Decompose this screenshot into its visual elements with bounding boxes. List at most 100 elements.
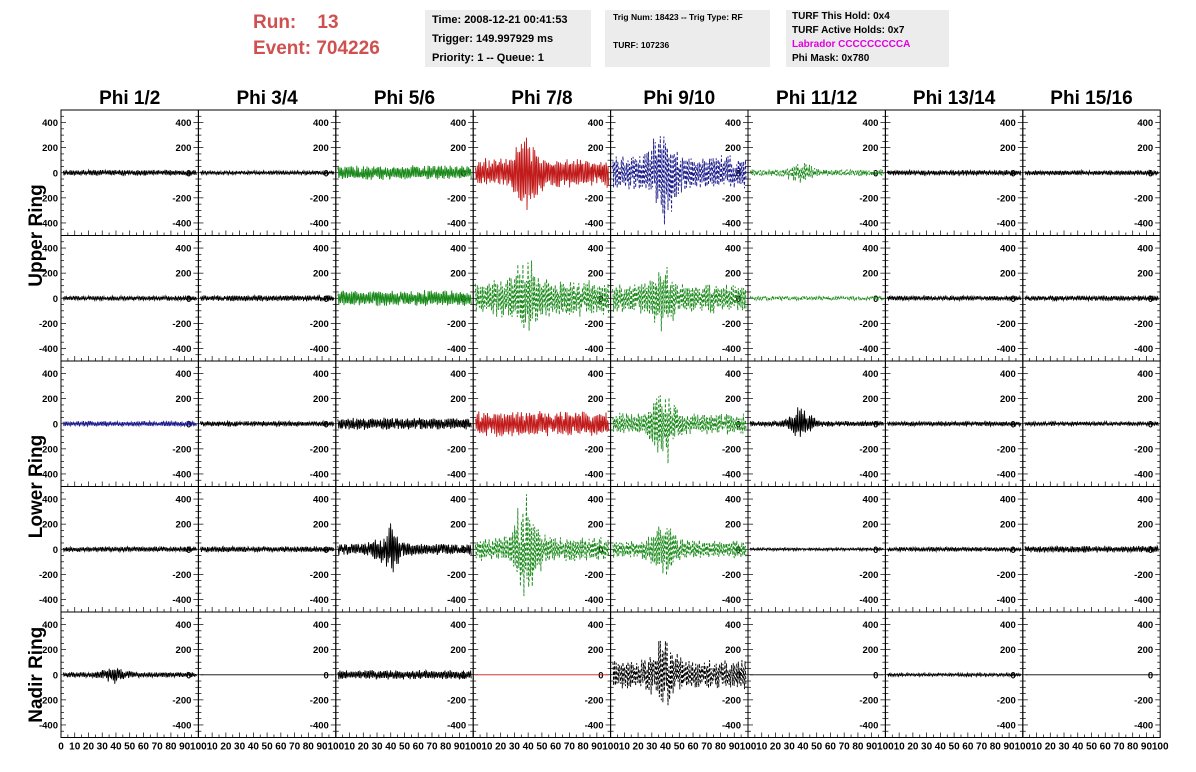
y-tick-label: 200: [176, 143, 192, 154]
trig-num-text: Trig Num: 18423 -- Trig Type: RF: [613, 12, 743, 22]
waveform-trace: [199, 419, 335, 428]
y-tick-label-outer: -400: [39, 218, 58, 229]
y-tick-label: 400: [1137, 369, 1153, 380]
y-tick-label: 200: [450, 143, 466, 154]
y-tick-label: 400: [863, 495, 879, 506]
x-tick-label: 30: [509, 742, 521, 753]
x-tick-label: 100: [465, 742, 482, 753]
x-tick-label: 80: [440, 742, 452, 753]
y-tick-label: -400: [1134, 595, 1153, 606]
y-tick-label: 400: [588, 118, 604, 129]
y-tick-label: 200: [313, 520, 329, 531]
waveform-trace: [612, 395, 747, 464]
x-tick-label: 80: [165, 742, 177, 753]
column-header-2: Phi 3/4: [236, 88, 298, 109]
y-tick-label: -400: [997, 595, 1016, 606]
y-tick-label: 0: [1148, 294, 1153, 305]
y-tick-label: 400: [1000, 620, 1016, 631]
y-tick-label-outer: -200: [39, 570, 58, 581]
y-tick-label: 0: [1011, 419, 1016, 430]
y-tick-label: 200: [1137, 269, 1153, 280]
y-tick-label: 400: [313, 244, 329, 255]
x-tick-label: 100: [877, 742, 894, 753]
y-tick-label: 400: [176, 620, 192, 631]
y-tick-label: 0: [1148, 168, 1153, 179]
y-tick-label-outer: 0: [53, 545, 58, 556]
y-tick-label: -200: [447, 444, 466, 455]
y-tick-label-outer: -200: [39, 695, 58, 706]
turf-active-text: TURF Active Holds: 0x7: [792, 25, 905, 36]
turf-hold-text: TURF This Hold: 0x4: [792, 11, 890, 22]
y-tick-label: -200: [172, 319, 191, 330]
x-tick-label: 70: [976, 742, 988, 753]
x-tick-label: 30: [921, 742, 933, 753]
y-tick-label: 400: [176, 369, 192, 380]
waveform-panel: 400 200 0 -200 -400 10 20 30 40 50 60 70 80 90 100: [747, 611, 894, 753]
y-tick-label: -400: [310, 469, 329, 480]
waveform-trace: [62, 545, 197, 554]
y-tick-label: -400: [997, 344, 1016, 355]
y-tick-label: 400: [176, 244, 192, 255]
column-header-8: Phi 15/16: [1050, 88, 1132, 109]
x-tick-label: 60: [550, 742, 562, 753]
waveform-trace: [337, 417, 472, 431]
x-tick-label: 60: [687, 742, 699, 753]
y-tick-label-outer: 400: [42, 118, 58, 129]
y-tick-label: 400: [863, 244, 879, 255]
y-tick-label: 400: [588, 369, 604, 380]
y-tick-label: -200: [859, 193, 878, 204]
y-tick-label: 400: [1137, 244, 1153, 255]
y-tick-label: 0: [1011, 545, 1016, 556]
y-tick-label: -200: [722, 193, 741, 204]
y-tick-label: -200: [722, 444, 741, 455]
y-tick-label: 400: [1137, 620, 1153, 631]
y-tick-label: 0: [1148, 670, 1153, 681]
y-tick-label: -200: [447, 695, 466, 706]
y-tick-label: -200: [1134, 319, 1153, 330]
y-tick-label: 200: [176, 394, 192, 405]
y-tick-label: -400: [1134, 344, 1153, 355]
column-header-7: Phi 13/14: [913, 88, 996, 109]
y-tick-label: -400: [447, 469, 466, 480]
y-tick-label-outer: -400: [39, 720, 58, 731]
y-tick-label: 400: [176, 118, 192, 129]
y-tick-label-outer: 400: [42, 495, 58, 506]
row-label-1: Upper Ring: [26, 184, 47, 286]
y-tick-label: 400: [725, 244, 741, 255]
y-tick-label: 400: [1000, 118, 1016, 129]
column-header-1: Phi 1/2: [99, 88, 160, 109]
column-header-6: Phi 11/12: [776, 88, 857, 109]
y-tick-label: -200: [310, 193, 329, 204]
y-tick-label: 400: [1000, 369, 1016, 380]
y-tick-label: 200: [863, 520, 879, 531]
x-tick-label: 10: [619, 742, 631, 753]
y-tick-label: 200: [725, 269, 741, 280]
x-tick-label: 80: [1127, 742, 1139, 753]
y-tick-label: 0: [186, 419, 191, 430]
x-tick-label: 60: [962, 742, 974, 753]
y-tick-label: 0: [736, 670, 741, 681]
y-tick-label: 200: [863, 269, 879, 280]
y-tick-label: -200: [310, 319, 329, 330]
column-header-3: Phi 5/6: [374, 88, 435, 109]
y-tick-label: -200: [1134, 695, 1153, 706]
y-tick-label: 400: [725, 118, 741, 129]
y-tick-label: 400: [450, 244, 466, 255]
y-tick-label: -200: [172, 570, 191, 581]
waveform-trace: [749, 163, 884, 184]
y-tick-label: 400: [725, 620, 741, 631]
y-tick-label-outer: 200: [42, 143, 58, 154]
x-tick-label: 40: [797, 742, 809, 753]
y-tick-label: -200: [310, 570, 329, 581]
y-tick-label: 0: [598, 545, 603, 556]
